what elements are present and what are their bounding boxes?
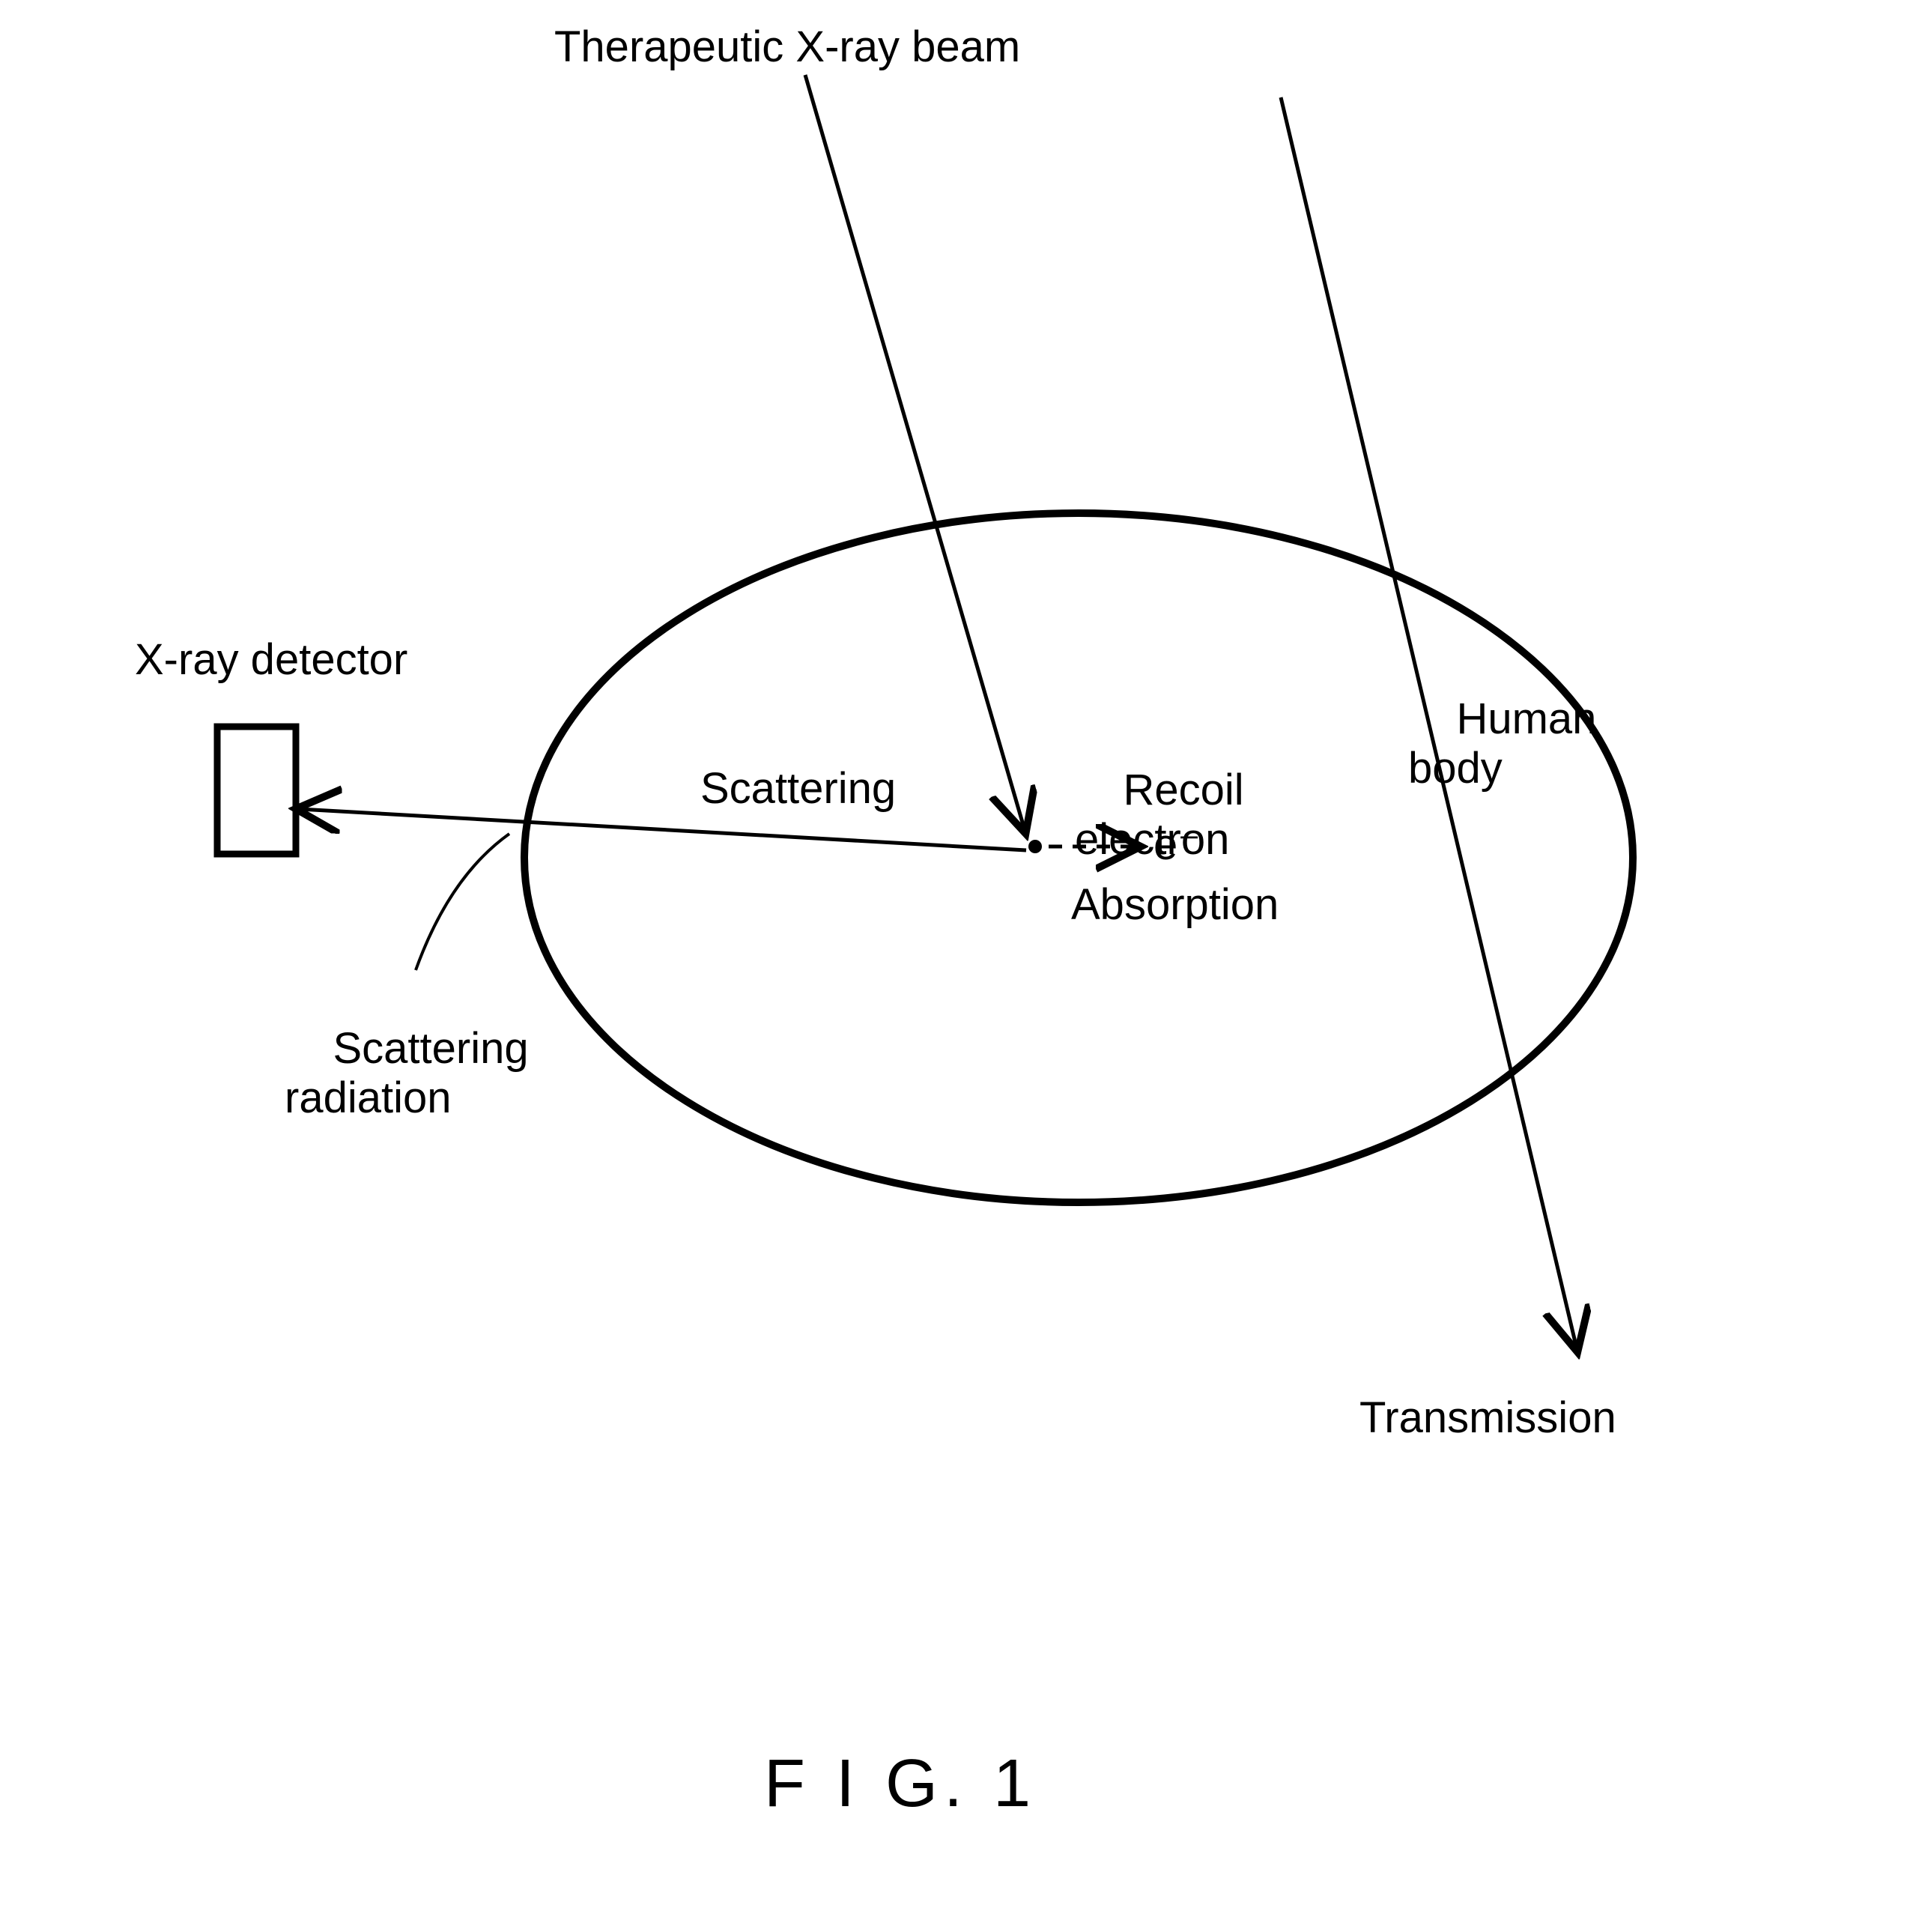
diagram-container: Therapeutic X-ray beam X-ray detector Hu… [0, 0, 1910, 1932]
absorption-label: Absorption [1071, 880, 1279, 930]
detector-text: X-ray detector [135, 635, 407, 684]
absorption-text: Absorption [1071, 880, 1279, 929]
electron-symbol-text: e⁻ [1153, 820, 1201, 869]
scattering-line [300, 809, 1026, 850]
scatter-point [1028, 840, 1042, 853]
electron-symbol-label: e⁻ [1153, 820, 1201, 870]
scattering-radiation-text: Scattering radiation [285, 1024, 529, 1123]
scattering-text: Scattering [700, 764, 896, 813]
human-body-text: Human body [1408, 694, 1596, 793]
diagram-svg [0, 0, 1910, 1932]
detector-rect [217, 727, 296, 854]
beam-title-text: Therapeutic X-ray beam [554, 22, 1020, 71]
transmission-label: Transmission [1359, 1393, 1616, 1444]
beam-line-incoming [805, 75, 1025, 830]
scattering-label: Scattering [700, 764, 896, 814]
human-body-label: Human body [1408, 644, 1596, 844]
figure-caption-text: F I G. 1 [764, 1746, 1037, 1821]
scattering-radiation-pointer [416, 834, 509, 970]
transmission-text: Transmission [1359, 1393, 1616, 1442]
beam-title-label: Therapeutic X-ray beam [554, 22, 1020, 73]
scattering-radiation-label: Scattering radiation [285, 974, 529, 1174]
detector-label: X-ray detector [135, 635, 407, 685]
figure-caption: F I G. 1 [764, 1745, 1037, 1823]
